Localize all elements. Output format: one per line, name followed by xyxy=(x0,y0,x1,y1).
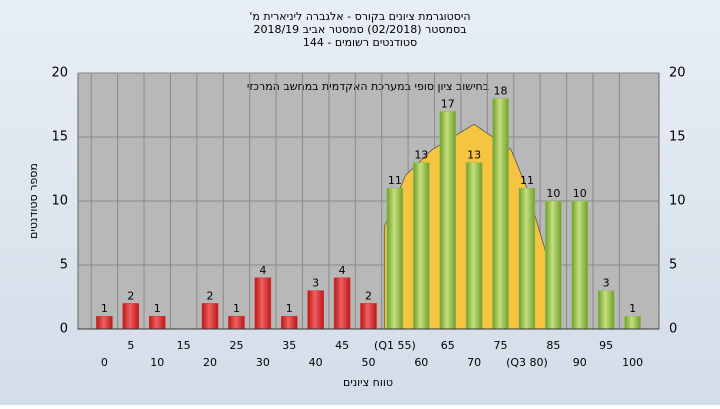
value-label: 1 xyxy=(233,302,240,315)
x-tick-label: 100 xyxy=(622,356,643,369)
bar xyxy=(413,162,430,330)
y-tick-label: 0 xyxy=(60,322,68,337)
y-tick-label: 15 xyxy=(51,130,68,145)
bar xyxy=(122,303,140,330)
value-label: 4 xyxy=(259,264,266,277)
y2-tick-label: 10 xyxy=(669,194,686,209)
bar xyxy=(360,303,377,330)
annotation: בחישוב ציון סופי במערכת האקדמית במחשב המ… xyxy=(247,80,489,93)
value-label: 1 xyxy=(286,302,293,315)
bar xyxy=(307,290,324,330)
x-tick-label: (Q3 80) xyxy=(506,356,548,369)
value-label: 18 xyxy=(494,85,508,98)
x-tick-label: 15 xyxy=(177,339,191,352)
y2-tick-label: 15 xyxy=(669,130,686,145)
y2-tick-label: 20 xyxy=(669,66,686,81)
value-label: 13 xyxy=(414,149,428,162)
y-tick-label: 5 xyxy=(60,258,68,273)
bar xyxy=(492,98,509,330)
bar xyxy=(228,315,245,330)
x-tick-label: 85 xyxy=(546,339,560,352)
x-tick-label: 45 xyxy=(335,339,349,352)
bar xyxy=(545,200,562,330)
bar xyxy=(597,290,615,330)
x-tick-label: 40 xyxy=(309,356,323,369)
bar xyxy=(333,277,351,330)
x-axis-label: טווח ציונים xyxy=(343,376,393,389)
chart-title: היסטוגרמת ציונים בקורס - אלגברה ליניארית… xyxy=(249,10,470,23)
x-tick-label: 30 xyxy=(256,356,270,369)
bar xyxy=(201,303,219,330)
y-tick-label: 20 xyxy=(51,66,68,81)
y-tick-label: 10 xyxy=(51,194,68,209)
chart-subtitle: בסמסטר (02/2018) סמסטר אביב 2018/19 xyxy=(253,23,466,36)
value-label: 2 xyxy=(365,289,372,302)
bar xyxy=(518,187,536,330)
x-tick-label: 75 xyxy=(494,339,508,352)
x-tick-label: 95 xyxy=(599,339,613,352)
chart-subtitle: סטודנטים רשומים - 144 xyxy=(303,36,417,49)
x-tick-label: 20 xyxy=(203,356,217,369)
value-label: 11 xyxy=(388,174,402,187)
x-tick-label: 65 xyxy=(441,339,455,352)
x-tick-label: 60 xyxy=(414,356,428,369)
y2-tick-label: 0 xyxy=(669,322,677,337)
bar xyxy=(465,162,483,330)
value-label: 11 xyxy=(520,174,534,187)
value-label: 2 xyxy=(127,289,134,302)
value-label: 2 xyxy=(207,289,214,302)
bar xyxy=(386,187,404,330)
value-label: 1 xyxy=(629,302,636,315)
value-label: 13 xyxy=(467,149,481,162)
value-label: 17 xyxy=(441,97,455,110)
value-label: 10 xyxy=(546,187,560,200)
bar xyxy=(439,111,456,330)
bar xyxy=(148,315,166,330)
value-label: 1 xyxy=(101,302,108,315)
x-tick-label: 50 xyxy=(362,356,376,369)
y-axis-label: מספר סטודנטים xyxy=(27,163,40,239)
x-tick-label: 10 xyxy=(150,356,164,369)
bar xyxy=(624,315,641,330)
x-tick-label: 25 xyxy=(229,339,243,352)
value-label: 1 xyxy=(154,302,161,315)
x-tick-label: (Q1 55) xyxy=(374,339,416,352)
x-tick-label: 5 xyxy=(127,339,134,352)
y2-tick-label: 5 xyxy=(669,258,677,273)
x-tick-label: 0 xyxy=(101,356,108,369)
x-tick-label: 35 xyxy=(282,339,296,352)
bar xyxy=(281,315,298,330)
value-label: 10 xyxy=(573,187,587,200)
x-tick-label: 70 xyxy=(467,356,481,369)
value-label: 4 xyxy=(339,264,346,277)
value-label: 3 xyxy=(603,277,610,290)
bar xyxy=(254,277,272,330)
bar xyxy=(571,200,589,330)
value-label: 3 xyxy=(312,277,319,290)
x-tick-label: 90 xyxy=(573,356,587,369)
bar xyxy=(96,315,113,330)
